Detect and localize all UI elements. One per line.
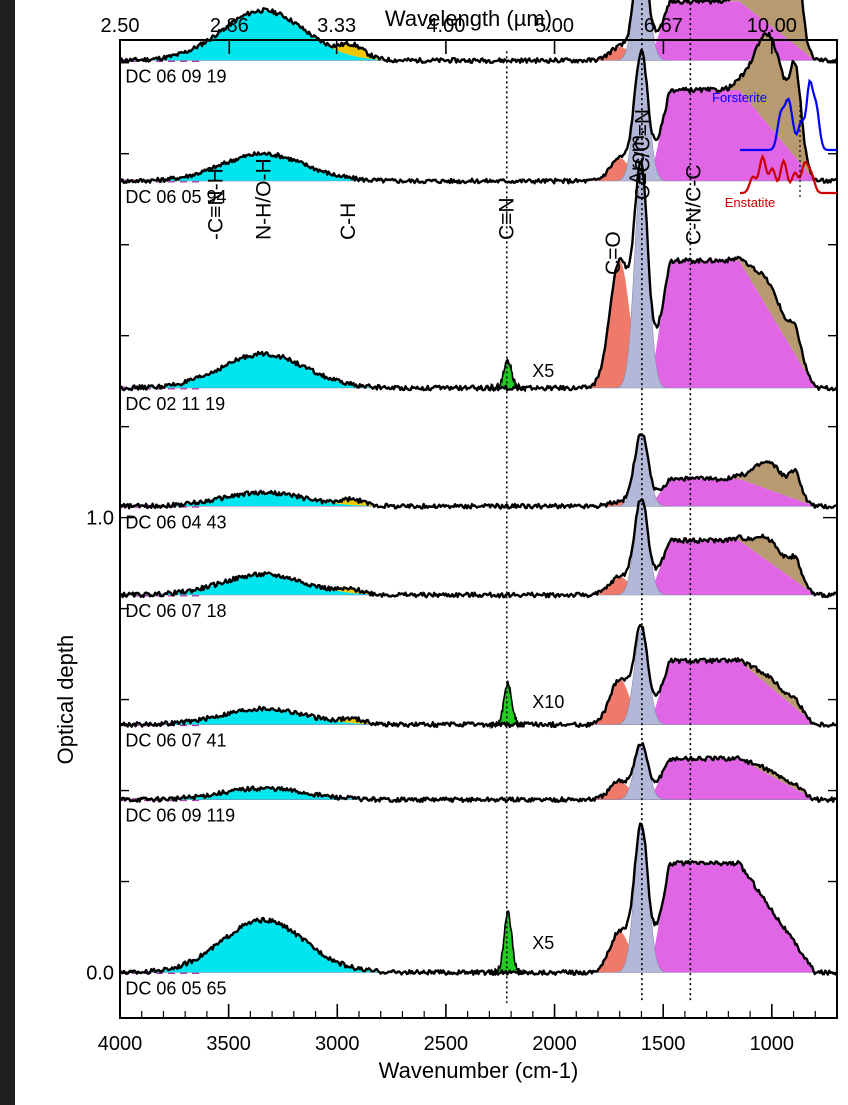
cn-magnified-line-dc-06-05-65 [488,910,527,976]
nh-oh-band-dc-06-05-94 [120,153,837,181]
forsterite-inset-line [740,78,837,152]
x2-tick-label-3.33: 3.33 [317,15,356,37]
figure: DC 06 09 19 DC 06 05 94 X5 DC 02 11 19 DC 06… [15,0,848,1105]
spectrum-line-dc-02-11-19 [119,160,839,392]
aromatic-band-dc-06-07-18 [120,498,837,596]
spectrum-label-dc-06-09-19: DC 06 09 19 [125,66,226,86]
enstatite-inset-line [740,153,837,195]
x2-axis-title: Wavelength (µm) [385,6,552,31]
y-axis-title: Optical depth [53,635,78,765]
spectrum-label-dc-06-07-41: DC 06 07 41 [125,731,226,751]
cn-cc-band-dc-06-05-65 [120,863,837,973]
spectrum-label-dc-06-07-18: DC 06 07 18 [125,601,226,621]
spectrum-label-dc-02-11-19: DC 02 11 19 [125,394,225,414]
aromatic-band-dc-06-05-65 [120,826,837,973]
spectrum-line-dc-06-07-18 [119,498,838,599]
band-label-0: -C≡N-H [205,168,228,240]
cn-cc-band-dc-02-11-19 [120,260,837,388]
ir-spectra-chart: DC 06 09 19 DC 06 05 94 X5 DC 02 11 19 DC 06… [53,0,839,1083]
x2-tick-label-2.86: 2.86 [210,15,249,37]
silicate-band-dc-06-07-18 [120,536,837,595]
x2-tick-label-2.50: 2.50 [101,15,140,37]
nh-oh-band-dc-06-09-19 [120,10,837,61]
band-label-7: C-N/C-C [683,165,706,245]
spectrum-label-dc-06-05-94: DC 06 05 94 [125,187,226,207]
inset-label-forsterite: Forsterite [712,90,767,105]
x2-tick-label-4.00: 4.00 [426,15,465,37]
spectrum-label-dc-06-09-119: DC 06 09 119 [125,806,235,826]
y-tick-label-0.0: 0.0 [86,963,114,985]
x-tick-label-4000: 4000 [98,1033,143,1055]
magnification-label-dc-06-05-65: X5 [532,933,554,953]
band-label-5: Arom. [626,129,649,185]
spectrum-label-dc-06-04-43: DC 06 04 43 [125,512,226,532]
y-tick-label-1.0: 1.0 [86,508,114,530]
band-label-3: C≡N [496,197,519,240]
nh-oh-band-dc-06-07-18 [120,574,837,595]
spectrum-line-dc-06-05-94 [118,31,838,185]
spectrum-line-dc-06-05-65 [118,822,839,976]
nh-oh-band-dc-06-05-65 [120,920,837,973]
x-tick-label-2000: 2000 [532,1033,577,1055]
band-label-4: C=O [602,231,625,275]
magnification-label-dc-06-07-41: X10 [532,692,564,712]
cn-cc-band-dc-06-09-19 [120,1,837,61]
silicate-band-dc-06-09-19 [120,0,837,61]
band-label-1: N-H/O-H [252,158,275,240]
x2-tick-label-6.67: 6.67 [644,15,683,37]
spectrum-line-dc-06-09-119 [119,742,838,804]
x-tick-label-3500: 3500 [206,1033,251,1055]
x2-tick-label-5.00: 5.00 [535,15,574,37]
silicate-band-dc-06-04-43 [120,462,837,507]
nh-oh-band-dc-02-11-19 [120,353,837,388]
cn-cc-band-dc-06-07-41 [120,660,837,725]
aromatic-band-dc-06-09-19 [120,0,837,61]
spectrum-line-dc-06-07-41 [118,623,838,729]
nh-oh-band-dc-06-07-41 [120,708,837,725]
spectrum-line-dc-06-04-43 [118,433,838,510]
x-tick-label-1000: 1000 [750,1033,795,1055]
plot-frame [119,39,838,1019]
cn-cc-band-dc-06-04-43 [120,479,837,507]
x2-tick-label-10.00: 10.00 [747,15,797,37]
cn-magnified-line-dc-02-11-19 [488,357,527,393]
cn-cc-band-dc-06-09-119 [120,758,837,800]
x-tick-label-2500: 2500 [424,1033,469,1055]
spectrum-line-dc-06-09-19 [119,0,838,64]
cn-magnified-line-dc-06-07-41 [488,680,527,730]
magnification-label-dc-02-11-19: X5 [532,361,554,381]
x-tick-label-1500: 1500 [641,1033,686,1055]
nh-oh-band-dc-06-04-43 [120,492,837,507]
spectrum-label-dc-06-05-65: DC 06 05 65 [125,979,226,999]
cn-band-dc-02-11-19 [489,359,526,392]
silicate-band-dc-06-05-94 [120,33,837,181]
x-tick-label-3000: 3000 [315,1033,360,1055]
cn-cc-band-dc-06-05-94 [120,90,837,181]
inset-label-enstatite: Enstatite [725,195,776,210]
cn-band-dc-06-07-41 [489,680,526,728]
aromatic-band-dc-06-04-43 [120,433,837,507]
band-label-2: C-H [337,203,360,240]
cn-cc-band-dc-06-07-18 [120,540,837,595]
aromatic-band-dc-06-07-41 [120,628,837,725]
band-label-6: C=C/C=N [632,109,655,200]
cn-band-dc-06-05-65 [489,911,526,976]
nh-oh-band-dc-06-09-119 [120,788,837,800]
x-axis-title: Wavenumber (cm-1) [379,1058,579,1083]
